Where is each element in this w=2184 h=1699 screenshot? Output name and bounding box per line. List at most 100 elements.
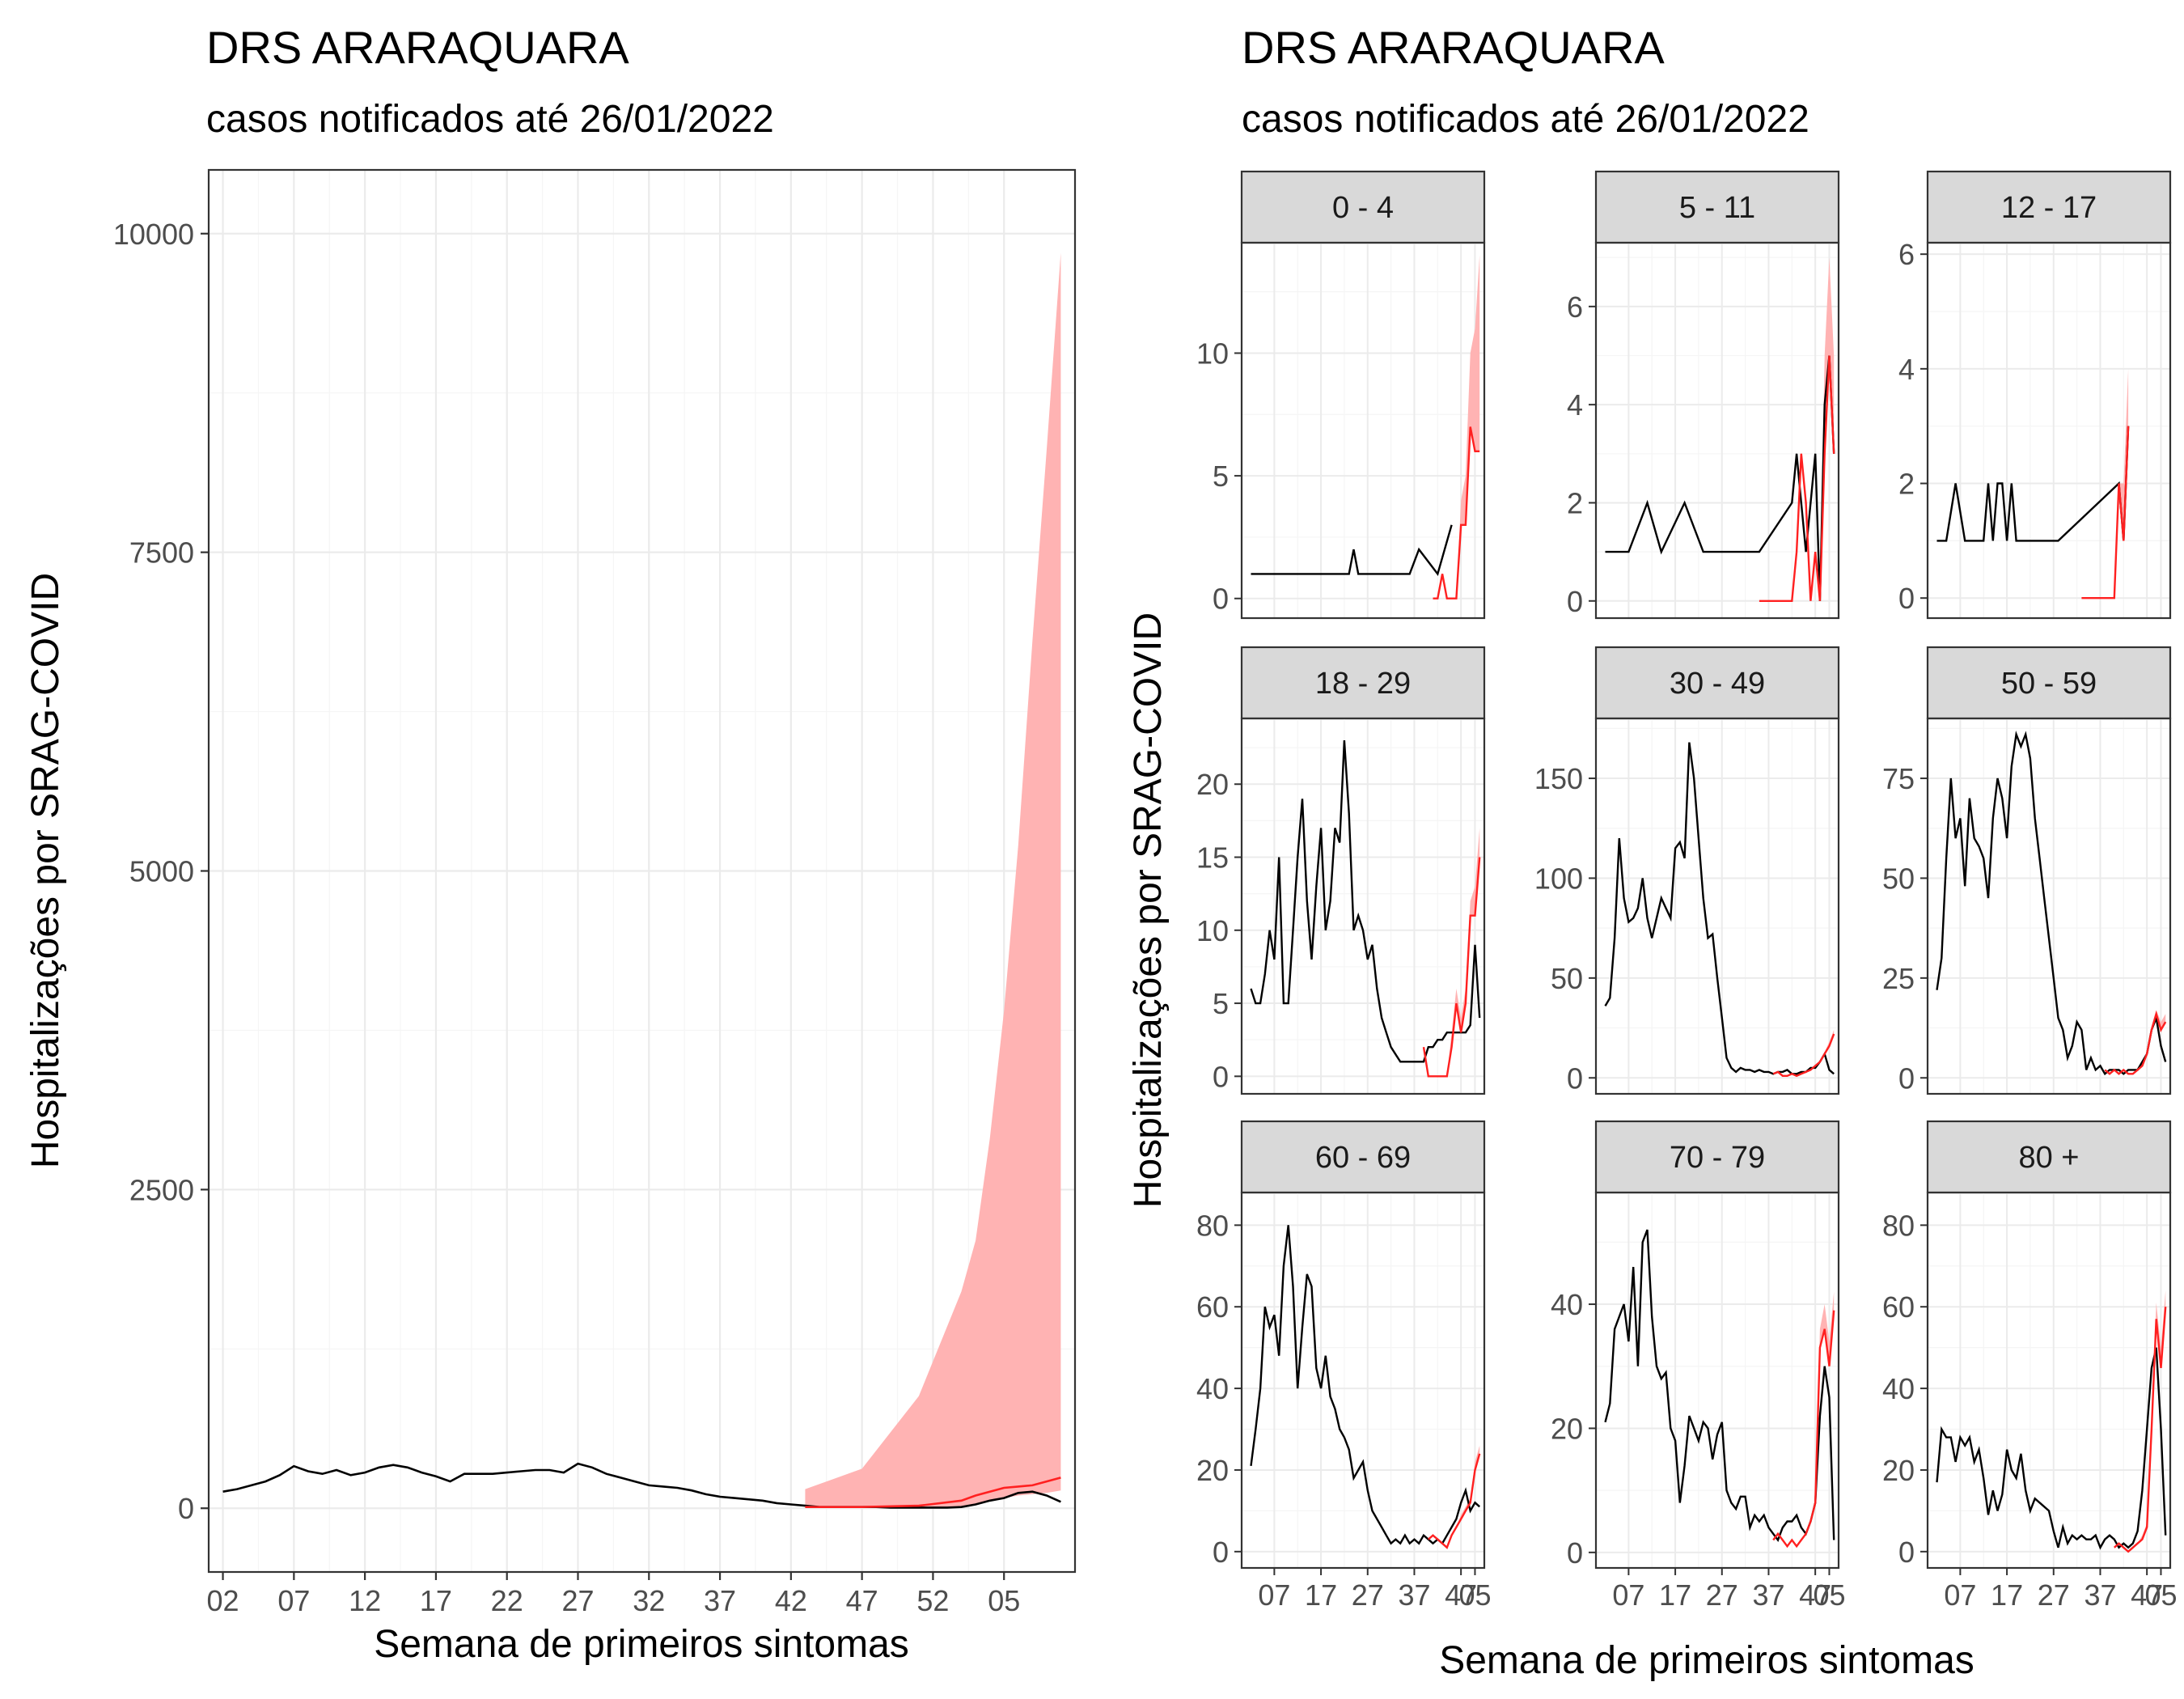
x-tick-label: 07: [1612, 1578, 1644, 1612]
facet-border: [1926, 1191, 2172, 1570]
facet-strip: [1594, 1120, 1840, 1194]
x-tick-label: 02: [207, 1584, 239, 1617]
facet-panel: 30 - 49 0 50 100 150: [1534, 646, 1840, 1095]
facet-strip: [1926, 1120, 2172, 1194]
y-tick-label: 0: [1213, 1060, 1229, 1093]
nowcast-line: [1772, 1033, 1835, 1078]
facet-panel: 18 - 29 0 5 10 15 20: [1196, 646, 1486, 1095]
facet-border: [1240, 241, 1486, 620]
x-tick-label: 42: [775, 1584, 807, 1617]
facet-panel: 50 - 59 0 25 50 75: [1882, 646, 2172, 1095]
facet-border: [1594, 1191, 1840, 1570]
nowcast-band: [1433, 255, 1480, 599]
y-tick-label: 2500: [129, 1173, 194, 1206]
y-tick-label: 6: [1898, 238, 1915, 271]
y-tick-label: 10000: [113, 218, 194, 251]
x-tick-label: 22: [491, 1584, 523, 1617]
facet-border: [1594, 241, 1840, 620]
left-chart-title: DRS ARARAQUARA: [206, 22, 629, 73]
observed-line: [1936, 1347, 2167, 1550]
facet-strip: [1240, 1120, 1486, 1194]
left-grid: [209, 170, 1075, 1572]
x-tick-label: 37: [1752, 1578, 1784, 1612]
x-tick-label: 37: [704, 1584, 736, 1617]
x-tick-label: 17: [1659, 1578, 1691, 1612]
facet-strip-label: 18 - 29: [1315, 667, 1411, 701]
facet-strip-label: 0 - 4: [1332, 191, 1394, 225]
x-tick-label: 32: [633, 1584, 665, 1617]
y-tick-label: 100: [1534, 862, 1583, 895]
right-x-axis-title: Semana de primeiros sintomas: [1439, 1639, 1974, 1682]
y-tick-label: 2: [1898, 468, 1915, 501]
y-tick-label: 50: [1882, 862, 1915, 895]
y-tick-label: 40: [1551, 1288, 1583, 1321]
left-chart-subtitle: casos notificados até 26/01/2022: [206, 98, 774, 141]
observed-line: [1250, 1225, 1480, 1545]
facet-border: [1594, 717, 1840, 1095]
y-tick-label: 7500: [129, 536, 194, 570]
y-tick-label: 4: [1567, 388, 1583, 422]
x-tick-label: 12: [349, 1584, 381, 1617]
x-tick-label: 27: [2038, 1578, 2070, 1612]
y-tick-label: 25: [1882, 962, 1915, 995]
y-tick-label: 0: [1213, 1536, 1229, 1569]
x-tick-label: 27: [1352, 1578, 1384, 1612]
y-tick-label: 60: [1196, 1290, 1229, 1324]
y-tick-label: 20: [1882, 1454, 1915, 1487]
x-tick-label: 05: [1813, 1578, 1845, 1612]
y-tick-label: 0: [1898, 582, 1915, 615]
x-tick-label: 37: [2084, 1578, 2116, 1612]
x-tick-label: 07: [1944, 1578, 1976, 1612]
nowcast-line: [1422, 857, 1481, 1078]
y-tick-label: 20: [1196, 768, 1229, 801]
x-tick-label: 52: [916, 1584, 949, 1617]
y-tick-label: 0: [178, 1492, 194, 1525]
nowcast-line: [805, 1477, 1061, 1508]
x-tick-label: 47: [1445, 1578, 1477, 1612]
x-tick-label: 17: [420, 1584, 452, 1617]
facet-panel: 12 - 17 0 2 4 6: [1898, 170, 2172, 620]
y-tick-label: 2: [1567, 486, 1583, 519]
facet-strip: [1594, 646, 1840, 720]
facet-strip-label: 70 - 79: [1670, 1141, 1765, 1175]
right-chart-title: DRS ARARAQUARA: [1242, 22, 1665, 73]
y-tick-label: 40: [1882, 1372, 1915, 1405]
x-tick-label: 47: [846, 1584, 878, 1617]
y-tick-label: 5000: [129, 855, 194, 888]
y-tick-label: 80: [1196, 1209, 1229, 1242]
y-tick-label: 0: [1898, 1536, 1915, 1569]
nowcast-line: [2113, 1307, 2167, 1553]
left-chart: DRS ARARAQUARA casos notificados até 26/…: [24, 22, 1077, 1666]
y-tick-label: 0: [1567, 1536, 1583, 1570]
y-tick-label: 4: [1898, 353, 1915, 386]
observed-line: [1604, 742, 1835, 1075]
left-y-axis-title: Hospitalizações por SRAG-COVID: [24, 573, 67, 1168]
observed-line: [1251, 524, 1453, 577]
nowcast-line: [1759, 355, 1835, 602]
y-tick-label: 150: [1534, 762, 1583, 795]
y-tick-label: 0: [1567, 585, 1583, 618]
observed-line: [222, 1462, 1061, 1509]
left-x-axis-title: Semana de primeiros sintomas: [374, 1623, 909, 1666]
facet-strip: [1240, 170, 1486, 244]
facet-border: [1926, 717, 2172, 1095]
right-chart-subtitle: casos notificados até 26/01/2022: [1242, 98, 1809, 141]
observed-line: [1936, 731, 2167, 1076]
right-chart: DRS ARARAQUARA casos notificados até 26/…: [1127, 22, 2177, 1682]
facet-strip-label: 30 - 49: [1670, 667, 1765, 701]
nowcast-line: [1772, 1310, 1835, 1549]
x-tick-label: 17: [1991, 1578, 2023, 1612]
left-plot-area: [222, 252, 1061, 1509]
x-tick-label: 27: [1706, 1578, 1738, 1612]
y-tick-label: 10: [1196, 914, 1229, 947]
y-tick-label: 5: [1213, 987, 1229, 1020]
facet-border: [1240, 717, 1486, 1095]
right-y-axis-title: Hospitalizações por SRAG-COVID: [1127, 612, 1170, 1208]
x-tick-label: 07: [277, 1584, 310, 1617]
x-tick-label: 05: [2144, 1578, 2177, 1612]
facet-panel: 5 - 11 0 2 4 6: [1567, 170, 1840, 620]
